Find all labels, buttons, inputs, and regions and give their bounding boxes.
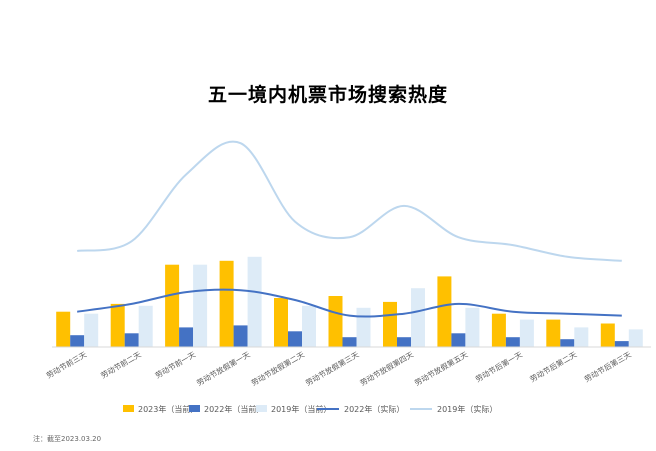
bar-3-9 (519, 319, 534, 347)
bar-3-7 (411, 288, 425, 347)
legend-label-3: 2019年（当前） (271, 404, 331, 414)
bar-3-2 (138, 305, 153, 347)
bar-3-11 (628, 329, 643, 347)
line-series-1 (77, 288, 622, 318)
legend-label-2: 2022年（当前） (204, 404, 264, 414)
x-tick-label-7: 劳动节放假第四天 (358, 349, 415, 388)
bar-2-10 (560, 339, 575, 347)
bar-2-8 (451, 333, 466, 347)
x-tick-label-8: 劳动节放假第五天 (412, 349, 469, 388)
x-tick-label-1: 劳动节前三天 (44, 349, 88, 380)
legend-label-4: 2022年（实际） (344, 404, 404, 414)
bar-1-4 (219, 260, 234, 347)
x-tick-label-6: 劳动节放假第三天 (304, 349, 361, 388)
bar-2-2 (124, 333, 139, 347)
bar-1-1 (56, 311, 71, 347)
bar-1-2 (110, 303, 125, 347)
x-tick-label-4: 劳动节放假第一天 (195, 349, 252, 388)
x-tick-label-11: 劳动节后第三天 (582, 349, 633, 384)
bar-1-7 (383, 301, 397, 347)
bar-2-9 (505, 337, 520, 347)
bar-1-10 (546, 319, 561, 347)
bar-3-8 (465, 307, 480, 347)
chart-title: 五一境内机票市场搜索热度 (207, 84, 448, 106)
legend-swatch-1 (123, 405, 134, 412)
bar-3-1 (84, 313, 99, 347)
bar-1-11 (600, 323, 615, 347)
bar-1-3 (165, 264, 180, 347)
bars-layer (56, 256, 643, 347)
legend-label-5: 2019年（实际） (437, 404, 497, 414)
x-tick-label-3: 劳动节前一天 (153, 349, 197, 380)
legend-label-1: 2023年（当前） (138, 404, 198, 414)
bar-2-4 (233, 325, 248, 347)
bar-1-8 (437, 276, 452, 347)
footnote: 注：截至2023.03.20 (33, 435, 102, 443)
bar-1-5 (274, 298, 288, 347)
lines-layer (77, 140, 622, 318)
bar-3-6 (356, 307, 371, 347)
bar-2-11 (614, 341, 629, 347)
bar-1-6 (328, 296, 343, 347)
bar-2-3 (179, 327, 194, 347)
bar-2-5 (288, 331, 302, 347)
x-tick-label-5: 劳动节放假第二天 (249, 349, 306, 388)
bar-2-6 (342, 337, 357, 347)
bar-1-9 (491, 313, 506, 347)
x-tick-label-2: 劳动节前二天 (99, 349, 143, 380)
bar-2-1 (70, 335, 85, 347)
bar-3-5 (302, 305, 316, 347)
x-tick-label-10: 劳动节后第二天 (528, 349, 579, 384)
bar-2-7 (397, 337, 411, 347)
bar-3-4 (247, 256, 262, 347)
line-series-2 (77, 140, 622, 262)
legend-swatch-2 (189, 405, 200, 412)
legend: 2023年（当前） 2022年（当前） 2019年（当前） 2022年（实际） 2019… (123, 404, 497, 414)
bar-3-3 (193, 264, 208, 347)
legend-swatch-3 (256, 405, 267, 412)
x-tick-labels: 劳动节前三天 劳动节前二天 劳动节前一天劳动节放假第一天劳动节放假第二天劳动节放假第… (44, 349, 633, 388)
bar-3-10 (574, 327, 589, 347)
x-tick-label-9: 劳动节后第一天 (473, 349, 524, 384)
